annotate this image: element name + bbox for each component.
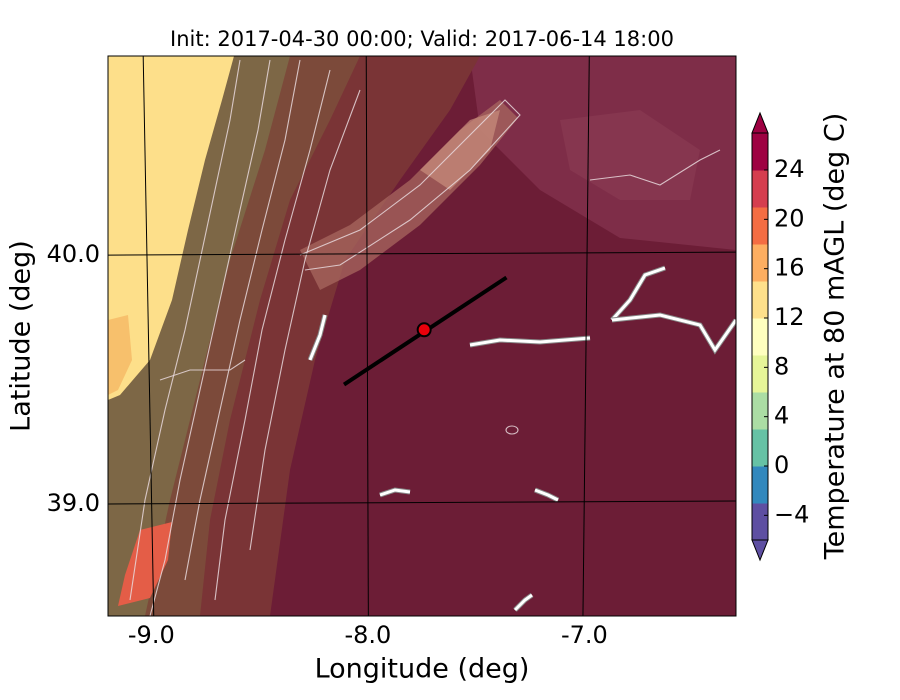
- contour-line: [589, 149, 721, 186]
- river: [379, 488, 411, 497]
- colorbar-tick-label: 24: [774, 155, 805, 183]
- parallel: [108, 251, 736, 256]
- colorbar-tick-label: 16: [774, 254, 805, 282]
- colorbar-segment: [752, 503, 768, 541]
- colorbar-tick-label: 8: [774, 352, 789, 380]
- colorbar-segment: [752, 466, 768, 504]
- colorbar-label: Temperature at 80 mAGL (deg C): [820, 113, 851, 561]
- contour-line: [184, 59, 301, 581]
- field-region: [118, 522, 172, 606]
- river: [469, 336, 591, 347]
- colorbar-segment: [752, 392, 768, 430]
- y-tick-label: 40.0: [47, 240, 100, 268]
- meridian: [582, 56, 590, 616]
- parallel: [108, 500, 736, 505]
- colorbar-segment: [752, 244, 768, 282]
- river: [610, 266, 666, 322]
- x-axis-label: Longitude (deg): [315, 654, 530, 685]
- ocean: [108, 56, 234, 400]
- colorbar-segment: [752, 170, 768, 208]
- colorbar-segment: [752, 133, 768, 171]
- y-tick-label: 39.0: [47, 489, 100, 517]
- colorbar-segment: [752, 318, 768, 356]
- colorbar-tick-label: −4: [774, 500, 809, 528]
- x-tick-label: -8.0: [344, 621, 391, 649]
- contour-line: [299, 99, 521, 271]
- contour-line: [505, 425, 519, 435]
- y-axis-label: Latitude (deg): [6, 240, 37, 432]
- colorbar-tick-label: 20: [774, 204, 805, 232]
- colorbar-segment: [752, 355, 768, 393]
- temperature-field: [108, 56, 736, 616]
- graticule: [108, 56, 736, 616]
- contour-line: [149, 59, 271, 616]
- contour-line: [159, 359, 246, 381]
- river: [534, 488, 559, 502]
- colorbar-segment: [752, 429, 768, 467]
- colorbar-extend-low: [751, 539, 769, 562]
- colorbar-tick-label: 0: [774, 451, 789, 479]
- colorbar-tick-label: 12: [774, 303, 805, 331]
- colorbar-extend-high: [751, 111, 769, 134]
- contour-line: [249, 89, 361, 551]
- x-tick-label: -7.0: [561, 621, 608, 649]
- site-marker: [416, 322, 432, 338]
- colorbar-frame: [751, 132, 769, 541]
- meridian: [142, 56, 155, 616]
- river: [308, 314, 327, 361]
- x-tick-label: -9.0: [128, 621, 175, 649]
- map-title: Init: 2017-04-30 00:00; Valid: 2017-06-1…: [170, 27, 674, 51]
- field-region: [420, 110, 500, 190]
- colorbar-tick-label: 4: [774, 402, 789, 430]
- meridian: [365, 56, 369, 616]
- contour-line: [214, 69, 331, 601]
- colorbar-segment: [752, 207, 768, 245]
- field-region: [560, 110, 700, 200]
- field-region: [108, 315, 132, 395]
- river: [611, 313, 736, 353]
- contour-line: [129, 59, 241, 601]
- river: [513, 593, 533, 612]
- colorbar-segment: [752, 281, 768, 319]
- plot-frame: [107, 55, 737, 617]
